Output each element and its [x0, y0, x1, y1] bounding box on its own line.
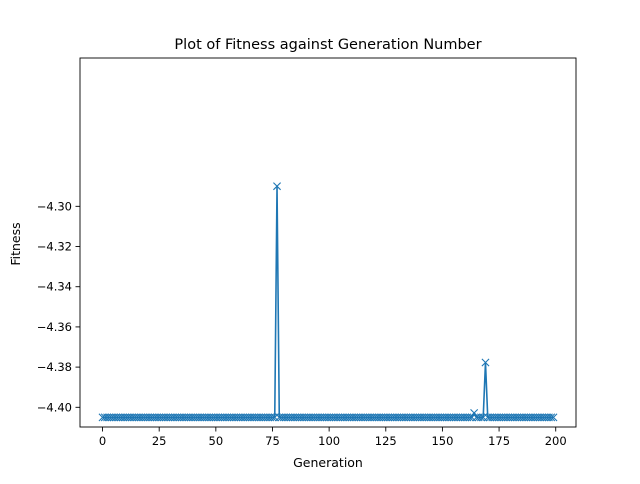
y-tick-label: −4.34: [37, 280, 72, 294]
x-tick-label: 100: [318, 434, 340, 448]
x-tick-label: 25: [152, 434, 167, 448]
x-tick-label: 50: [209, 434, 224, 448]
data-point-marker: [549, 413, 558, 422]
x-axis-label: Generation: [293, 455, 363, 470]
y-tick-label: −4.36: [37, 320, 72, 334]
axis-ticks: 0 25 50 75 100 125 150 175 200 −4.40 −4.38 −4.36 −4.…: [37, 199, 567, 448]
y-tick-label: −4.40: [37, 400, 72, 414]
data-point-marker: [476, 413, 485, 422]
chart-title: Plot of Fitness against Generation Numbe…: [174, 37, 481, 53]
data-point-marker: [481, 358, 490, 367]
x-tick-label: 175: [488, 434, 510, 448]
plot-frame: [79, 57, 577, 428]
y-tick-label: −4.38: [37, 360, 72, 374]
data-point-marker: [273, 182, 282, 191]
x-tick-label: 200: [545, 434, 567, 448]
y-tick-label: −4.30: [37, 199, 72, 213]
x-tick-label: 75: [265, 434, 280, 448]
x-tick-label: 150: [431, 434, 453, 448]
data-point-marker: [268, 413, 277, 422]
data-point-marker: [547, 413, 556, 422]
x-tick-label: 0: [99, 434, 106, 448]
series-fitness: [98, 182, 558, 422]
y-axis-label: Fitness: [8, 222, 23, 265]
x-tick-label: 125: [375, 434, 397, 448]
y-tick-label: −4.32: [37, 240, 72, 254]
